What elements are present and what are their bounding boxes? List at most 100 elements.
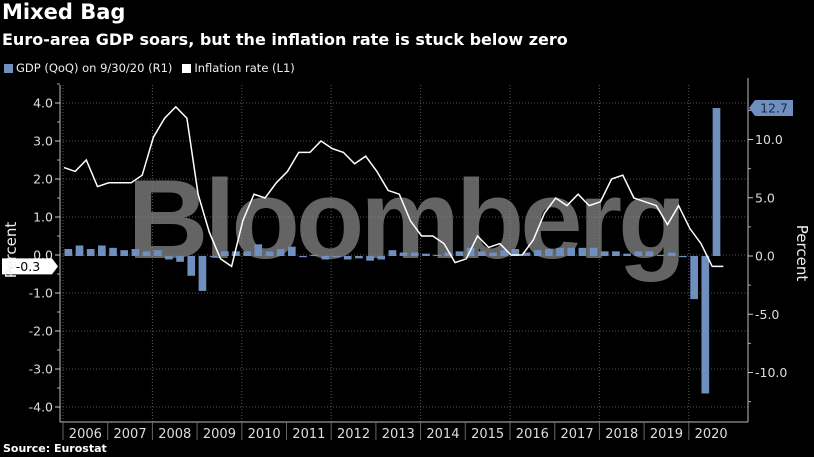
gdp-bar — [310, 254, 319, 257]
gdp-bar — [444, 252, 453, 256]
gdp-bar — [98, 245, 106, 256]
gdp-bar — [220, 251, 229, 256]
year-label-2010: 2010 — [248, 427, 281, 442]
gdp-bar — [656, 254, 665, 257]
right-tick-label: -5.0 — [755, 307, 779, 322]
left-tick-label: 2.0 — [33, 172, 53, 187]
year-label-2017: 2017 — [561, 427, 594, 442]
gdp-bar — [254, 244, 263, 256]
gdp-bar — [433, 254, 441, 257]
gdp-bar — [690, 256, 698, 300]
gdp-bar — [399, 252, 408, 256]
legend-swatch-inflation — [182, 64, 192, 73]
gdp-bar — [489, 252, 497, 256]
gdp-bar — [153, 250, 162, 256]
gdp-bar — [265, 251, 274, 256]
left-tick-label: -4.0 — [29, 400, 53, 415]
year-label-2016: 2016 — [516, 427, 549, 442]
gdp-bar — [332, 256, 341, 258]
year-label-2009: 2009 — [203, 427, 236, 442]
year-label-2019: 2019 — [650, 427, 683, 442]
gdp-bar — [165, 256, 173, 260]
right-tick-label: -10.0 — [755, 365, 787, 380]
chart-title: Mixed Bag — [2, 0, 126, 24]
gdp-bar — [578, 247, 587, 256]
gdp-bar — [466, 247, 475, 256]
gdp-bar — [198, 256, 207, 291]
left-tick-label: -1.0 — [29, 286, 53, 301]
gdp-bar — [612, 251, 620, 256]
year-label-2012: 2012 — [337, 427, 370, 442]
left-tick-label: 1.0 — [33, 210, 53, 225]
gdp-bar — [679, 256, 687, 258]
left-tick-label: -2.0 — [29, 324, 53, 339]
left-tick-label: 3.0 — [33, 134, 53, 149]
gdp-bar — [209, 256, 218, 258]
right-tick-label: 10.0 — [755, 132, 783, 147]
gdp-bar — [86, 249, 95, 256]
left-tick-label: 4.0 — [33, 96, 53, 111]
legend-swatch-gdp — [4, 64, 13, 73]
gdp-bar — [410, 252, 419, 256]
gdp-bar — [109, 247, 117, 256]
inflation-last-value: -0.3 — [16, 259, 40, 274]
gdp-bar — [276, 249, 285, 256]
gdp-last-value: 12.7 — [760, 101, 788, 116]
gdp-bar — [533, 250, 542, 256]
year-label-2008: 2008 — [158, 427, 191, 442]
gdp-bar — [388, 250, 397, 256]
gdp-bar — [556, 247, 564, 256]
bloomberg-watermark: Bloomberg — [127, 157, 682, 282]
gdp-bar — [377, 256, 386, 260]
gdp-last-value-badge — [749, 100, 793, 117]
year-label-2007: 2007 — [114, 427, 147, 442]
gdp-bar — [422, 253, 430, 256]
gdp-bar — [299, 256, 307, 258]
gdp-bar — [288, 246, 296, 256]
gdp-bar — [142, 251, 151, 256]
gdp-bar — [645, 251, 654, 256]
gdp-bar — [366, 256, 374, 261]
gdp-bar — [667, 252, 676, 256]
gdp-bar — [455, 251, 464, 256]
left-tick-label: -3.0 — [29, 362, 53, 377]
right-tick-label: 5.0 — [755, 190, 775, 205]
gdp-bar — [131, 249, 140, 256]
gdp-bar — [545, 249, 553, 256]
gdp-bar — [634, 251, 643, 256]
gdp-bar — [701, 256, 710, 394]
gdp-bar — [321, 256, 330, 260]
left-axis-label: Percent — [2, 222, 20, 279]
gdp-bar — [511, 249, 520, 256]
gdp-bar — [712, 108, 721, 256]
right-axis-label: Percent — [793, 225, 811, 282]
gdp-bar — [522, 252, 531, 256]
gdp-bar — [343, 256, 352, 260]
gdp-bar — [567, 247, 576, 256]
right-tick-label: 0.0 — [755, 249, 775, 264]
gdp-bar — [355, 256, 363, 259]
year-label-2006: 2006 — [69, 427, 102, 442]
year-label-2018: 2018 — [605, 427, 638, 442]
gdp-bar — [500, 250, 508, 256]
gdp-bar — [623, 253, 631, 256]
gdp-bar — [187, 256, 196, 276]
gdp-bar — [243, 251, 251, 256]
year-label-2020: 2020 — [695, 427, 728, 442]
gdp-bar — [64, 249, 73, 256]
year-label-2014: 2014 — [426, 427, 459, 442]
year-label-2013: 2013 — [382, 427, 415, 442]
legend-gdp: GDP (QoQ) on 9/30/20 (R1) — [4, 61, 172, 75]
source-note: Source: Eurostat — [3, 442, 107, 455]
gdp-bar — [600, 251, 609, 256]
gdp-bar — [477, 251, 486, 256]
legend-inflation: Inflation rate (L1) — [182, 61, 295, 75]
legend-label-gdp: GDP (QoQ) on 9/30/20 (R1) — [16, 61, 173, 75]
gdp-bar — [232, 251, 240, 256]
gdp-bar — [589, 247, 598, 256]
gdp-bar — [176, 256, 184, 262]
gdp-bar — [75, 245, 84, 256]
inflation-line — [63, 105, 724, 268]
legend: GDP (QoQ) on 9/30/20 (R1) Inflation rate… — [4, 61, 295, 75]
